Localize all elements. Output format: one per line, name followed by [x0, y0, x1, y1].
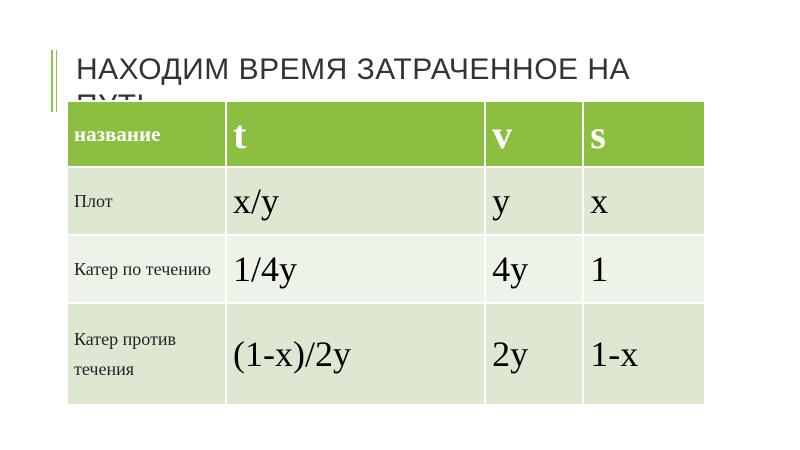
table-cell: x/y	[224, 166, 487, 236]
table-cell: y	[484, 166, 585, 236]
table-cell: 1	[582, 234, 706, 304]
table-cell: 2y	[484, 302, 585, 406]
column-header: v	[484, 100, 585, 168]
table-cell: 1/4y	[224, 234, 487, 304]
column-header: s	[582, 100, 706, 168]
table-body: Плот x/y y x Катер по течению 1/4y 4y 1 Катер пр…	[66, 166, 706, 406]
table-cell: x	[582, 166, 706, 236]
table-row: Катер по течению 1/4y 4y 1	[66, 234, 706, 304]
row-label: Плот	[66, 166, 227, 236]
data-table: название t v s Плот x/y y x Катер по течению 1/4…	[66, 100, 706, 406]
header-row: название t v s	[66, 100, 706, 168]
accent-line	[51, 50, 53, 112]
table-cell: 1-x	[582, 302, 706, 406]
table-row: Плот x/y y x	[66, 166, 706, 236]
table-cell: 4y	[484, 234, 585, 304]
accent-line	[56, 50, 57, 112]
row-label: Катер по течению	[66, 234, 227, 304]
column-header: название	[66, 100, 227, 168]
column-header: t	[224, 100, 487, 168]
table-cell: (1-x)/2y	[224, 302, 487, 406]
table-row: Катер против течения (1-x)/2y 2y 1-x	[66, 302, 706, 406]
row-label: Катер против течения	[66, 302, 227, 406]
